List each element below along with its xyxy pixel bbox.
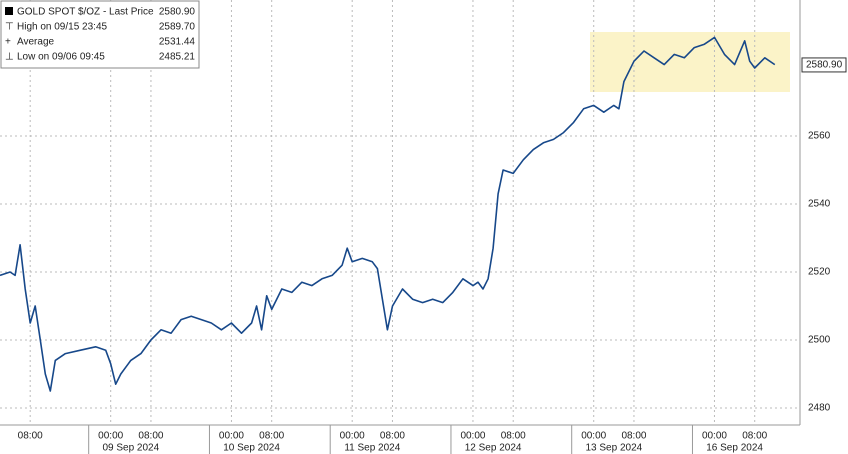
x-date-label: 16 Sep 2024 xyxy=(706,443,763,454)
legend-label: Average xyxy=(17,37,55,48)
legend-value: 2485.21 xyxy=(159,52,196,63)
x-tick-label: 00:00 xyxy=(581,431,606,442)
x-date-label: 10 Sep 2024 xyxy=(223,443,280,454)
y-tick-label: 2540 xyxy=(808,199,831,210)
x-tick-label: 08:00 xyxy=(621,431,646,442)
x-tick-label: 00:00 xyxy=(219,431,244,442)
x-date-label: 13 Sep 2024 xyxy=(585,443,642,454)
legend-value: 2531.44 xyxy=(159,37,196,48)
x-tick-label: 00:00 xyxy=(702,431,727,442)
y-tick-label: 2480 xyxy=(808,403,831,414)
x-tick-label: 08:00 xyxy=(138,431,163,442)
legend-box xyxy=(0,0,200,69)
x-tick-label: 08:00 xyxy=(501,431,526,442)
legend-value: 2580.90 xyxy=(159,7,196,18)
legend-label: Low on 09/06 09:45 xyxy=(17,52,105,63)
legend: GOLD SPOT $/OZ - Last Price 2580.90 ⊤ Hi… xyxy=(0,0,200,69)
x-tick-label: 08:00 xyxy=(742,431,767,442)
x-tick-label: 00:00 xyxy=(340,431,365,442)
y-tick-label: 2560 xyxy=(808,131,831,142)
legend-value: 2589.70 xyxy=(159,22,196,33)
legend-icon: ⊥ xyxy=(5,52,14,63)
last-price-label: 2580.90 xyxy=(806,60,843,71)
price-line xyxy=(0,36,776,392)
legend-label: High on 09/15 23:45 xyxy=(17,22,108,33)
y-tick-label: 2500 xyxy=(808,335,831,346)
legend-icon: + xyxy=(5,37,11,48)
last-price-badge xyxy=(801,57,847,73)
y-tick-label: 2520 xyxy=(808,267,831,278)
grid xyxy=(0,0,800,425)
x-tick-label: 08:00 xyxy=(259,431,284,442)
x-tick-label: 00:00 xyxy=(460,431,485,442)
legend-label: GOLD SPOT $/OZ - Last Price xyxy=(17,7,154,18)
x-tick-label: 00:00 xyxy=(98,431,123,442)
x-tick-label: 08:00 xyxy=(18,431,43,442)
x-tick-label: 08:00 xyxy=(380,431,405,442)
x-date-label: 11 Sep 2024 xyxy=(344,443,400,454)
legend-icon: ⊤ xyxy=(5,22,14,33)
legend-icon xyxy=(5,7,13,15)
x-date-label: 12 Sep 2024 xyxy=(465,443,522,454)
plot xyxy=(0,36,776,392)
x-date-label: 09 Sep 2024 xyxy=(102,443,159,454)
